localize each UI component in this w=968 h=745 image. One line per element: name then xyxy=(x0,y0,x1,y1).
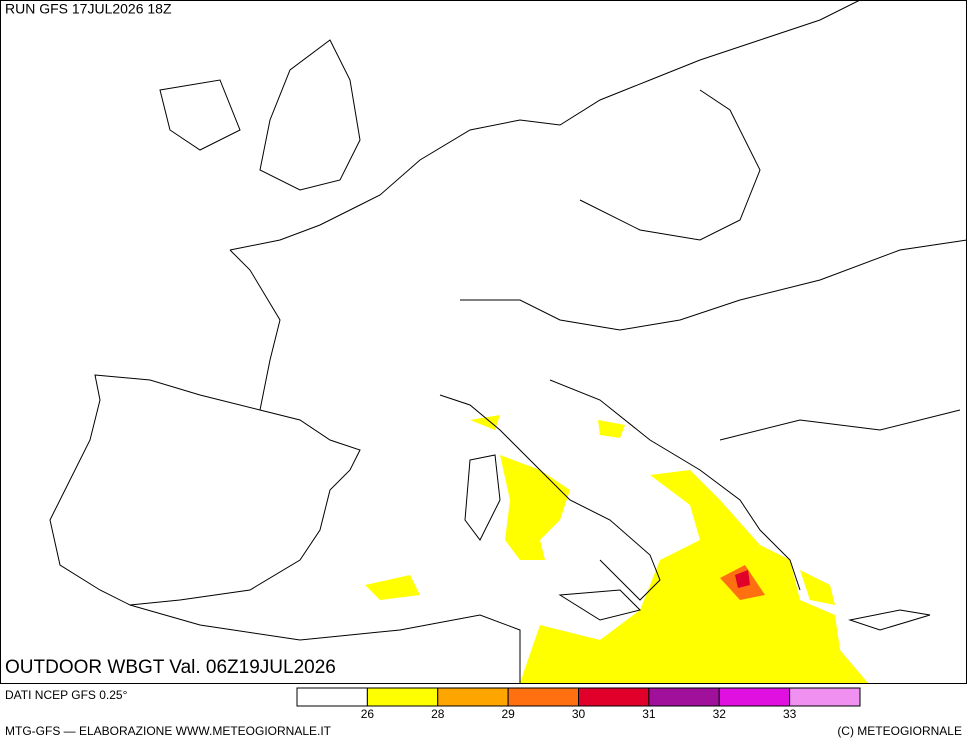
legend-label: 26 xyxy=(361,707,375,721)
hazard-areas xyxy=(365,415,868,683)
map-frame xyxy=(0,0,967,684)
legend-swatch xyxy=(437,687,509,707)
legend-label: 31 xyxy=(642,707,656,721)
legend-label: 32 xyxy=(713,707,727,721)
coastlines xyxy=(49,0,968,683)
legend-swatch xyxy=(507,687,579,707)
run-label: RUN GFS 17JUL2026 18Z xyxy=(5,1,172,17)
legend-label: 28 xyxy=(431,707,445,721)
legend-swatch xyxy=(578,687,650,707)
legend-swatch xyxy=(718,687,791,707)
copyright: (C) METEOGIORNALE xyxy=(837,724,962,738)
map-title: OUTDOOR WBGT Val. 06Z19JUL2026 xyxy=(5,657,336,678)
credit: MTG-GFS — ELABORAZIONE WWW.METEOGIORNALE… xyxy=(5,724,332,738)
legend-label: 30 xyxy=(572,707,586,721)
legend-swatch xyxy=(648,687,720,707)
legend-label: 29 xyxy=(501,707,515,721)
data-source: DATI NCEP GFS 0.25° xyxy=(5,688,128,702)
legend-swatch xyxy=(789,687,861,707)
legend-label: 33 xyxy=(783,707,797,721)
legend-swatch xyxy=(366,687,439,707)
legend-swatch xyxy=(296,687,368,707)
legend: 26 28 29 30 31 32 33 xyxy=(296,687,861,721)
